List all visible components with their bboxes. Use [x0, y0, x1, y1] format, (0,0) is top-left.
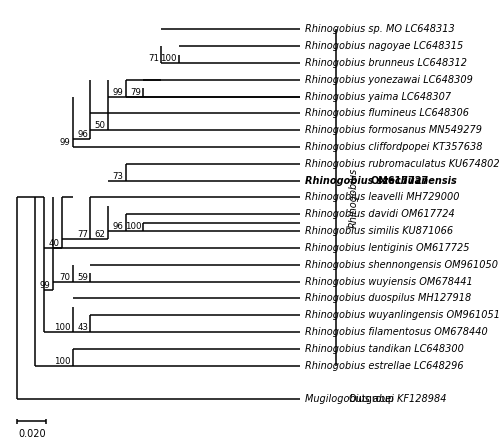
- Text: 100: 100: [124, 222, 141, 231]
- Text: Rhinogobius estrellae LC648296: Rhinogobius estrellae LC648296: [304, 360, 463, 371]
- Text: Outgroup: Outgroup: [349, 394, 395, 404]
- Text: Rhinogobius rubromaculatus KU674802: Rhinogobius rubromaculatus KU674802: [304, 159, 499, 169]
- Text: 73: 73: [112, 172, 124, 181]
- Text: 99: 99: [112, 88, 124, 97]
- Text: 100: 100: [54, 323, 70, 332]
- Text: 70: 70: [60, 272, 70, 282]
- Text: 50: 50: [95, 121, 106, 130]
- Text: 96: 96: [77, 129, 88, 139]
- Text: Rhinogobius brunneus LC648312: Rhinogobius brunneus LC648312: [304, 58, 466, 68]
- Text: Rhinogobius yaima LC648307: Rhinogobius yaima LC648307: [304, 92, 450, 101]
- Text: 100: 100: [160, 54, 176, 63]
- Text: Rhinogobius leavelli MH729000: Rhinogobius leavelli MH729000: [304, 193, 459, 202]
- Text: Rhinogobius: Rhinogobius: [349, 167, 359, 227]
- Text: Rhinogobius tandikan LC648300: Rhinogobius tandikan LC648300: [304, 344, 464, 354]
- Text: 0.020: 0.020: [18, 429, 46, 440]
- Text: OM617727: OM617727: [371, 176, 429, 186]
- Text: 96: 96: [112, 222, 124, 231]
- Text: 62: 62: [95, 231, 106, 239]
- Text: 43: 43: [77, 323, 88, 332]
- Text: 77: 77: [77, 231, 88, 239]
- Text: Rhinogobius formosanus MN549279: Rhinogobius formosanus MN549279: [304, 125, 482, 135]
- Text: Rhinogobius similis KU871066: Rhinogobius similis KU871066: [304, 226, 452, 236]
- Text: Rhinogobius shennongensis OM961050: Rhinogobius shennongensis OM961050: [304, 260, 498, 270]
- Text: 71: 71: [148, 54, 159, 63]
- Text: 99: 99: [60, 138, 70, 147]
- Text: 40: 40: [48, 239, 60, 248]
- Text: 79: 79: [130, 88, 141, 97]
- Text: Mugilogobius abei KF128984: Mugilogobius abei KF128984: [304, 394, 446, 404]
- Text: Rhinogobius wuyiensis OM678441: Rhinogobius wuyiensis OM678441: [304, 276, 472, 287]
- Text: 59: 59: [77, 272, 88, 282]
- Text: Rhinogobius szechuanensis: Rhinogobius szechuanensis: [304, 176, 460, 186]
- Text: Rhinogobius nagoyae LC648315: Rhinogobius nagoyae LC648315: [304, 41, 463, 51]
- Text: Rhinogobius lentiginis OM617725: Rhinogobius lentiginis OM617725: [304, 243, 469, 253]
- Text: Rhinogobius filamentosus OM678440: Rhinogobius filamentosus OM678440: [304, 327, 488, 337]
- Text: Rhinogobius sp. MO LC648313: Rhinogobius sp. MO LC648313: [304, 24, 454, 34]
- Text: 100: 100: [54, 356, 70, 365]
- Text: 99: 99: [40, 281, 50, 290]
- Text: Rhinogobius wuyanlingensis OM961051: Rhinogobius wuyanlingensis OM961051: [304, 310, 500, 320]
- Text: Rhinogobius cliffordpopei KT357638: Rhinogobius cliffordpopei KT357638: [304, 142, 482, 152]
- Text: Rhinogobius flumineus LC648306: Rhinogobius flumineus LC648306: [304, 109, 468, 118]
- Text: Rhinogobius duospilus MH127918: Rhinogobius duospilus MH127918: [304, 293, 471, 303]
- Text: Rhinogobius yonezawai LC648309: Rhinogobius yonezawai LC648309: [304, 75, 472, 85]
- Text: Rhinogobius davidi OM617724: Rhinogobius davidi OM617724: [304, 209, 454, 219]
